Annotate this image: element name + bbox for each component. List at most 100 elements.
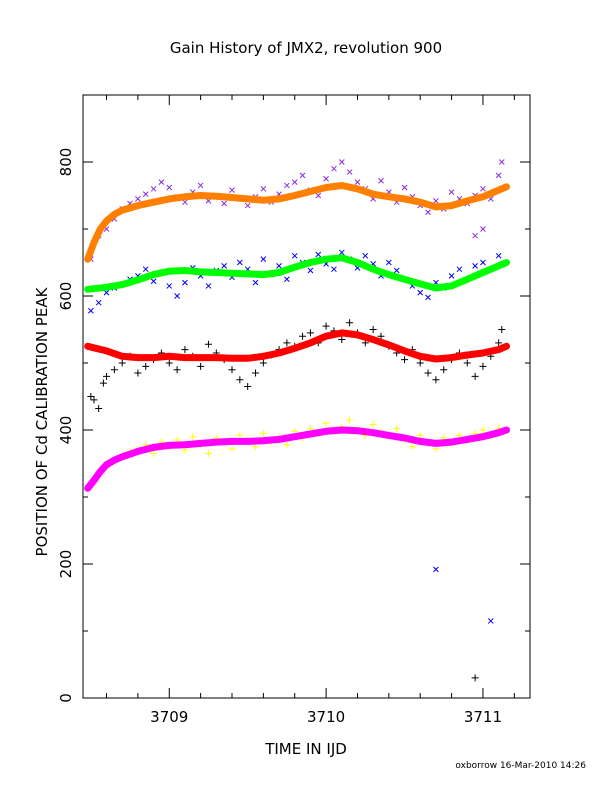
data-point (393, 267, 400, 274)
data-point (393, 425, 401, 433)
y-tick-label: 400 (57, 416, 75, 445)
data-point (236, 376, 244, 384)
data-point (440, 366, 448, 374)
data-point (416, 431, 424, 439)
data-point (252, 279, 259, 286)
data-point (472, 232, 478, 239)
data-point (236, 259, 243, 266)
data-point (95, 405, 103, 413)
data-point (236, 431, 244, 439)
data-point (95, 299, 102, 306)
data-point (425, 209, 431, 216)
data-point (283, 339, 291, 347)
y-tick-label: 0 (57, 693, 75, 703)
data-point (87, 393, 95, 400)
x-tick-label: 3711 (464, 708, 502, 726)
data-point (244, 382, 252, 390)
series-6 (84, 329, 510, 363)
y-tick-label: 200 (57, 550, 75, 579)
data-point (158, 179, 165, 185)
plot-area (84, 159, 510, 682)
data-point (197, 362, 205, 370)
data-point (142, 362, 150, 370)
data-point (204, 449, 212, 457)
data-point (323, 175, 329, 182)
data-point (291, 179, 298, 185)
data-point (142, 191, 149, 198)
data-point (369, 421, 377, 429)
data-point (260, 185, 267, 192)
data-point (495, 339, 503, 347)
data-point (299, 332, 307, 340)
data-point (87, 307, 94, 314)
x-axis-label: TIME IN IJD (264, 740, 347, 758)
data-point (315, 192, 322, 199)
data-point (260, 256, 267, 263)
data-point (259, 359, 267, 367)
data-point (354, 179, 361, 185)
data-point (322, 419, 330, 427)
data-point (408, 443, 416, 451)
data-point (150, 449, 158, 457)
data-point (378, 177, 384, 184)
data-point (480, 259, 486, 266)
data-point (205, 283, 212, 289)
data-point (291, 252, 298, 259)
data-point (306, 329, 314, 337)
data-point (228, 445, 236, 453)
chart-title: Gain History of JMX2, revolution 900 (170, 39, 442, 57)
data-point (416, 359, 424, 367)
data-point (480, 185, 486, 192)
data-point (150, 185, 157, 192)
data-point (284, 276, 290, 283)
data-point (369, 326, 377, 333)
fit-line (84, 254, 510, 293)
axes: 0 200 400 600 800 3709 3710 3711 (57, 94, 531, 726)
data-point (283, 441, 291, 449)
data-point (417, 289, 424, 296)
data-point (166, 283, 173, 289)
data-point (433, 198, 439, 204)
data-point (276, 262, 282, 269)
y-tick-label: 600 (57, 282, 75, 311)
data-point (463, 359, 471, 367)
data-point (331, 266, 337, 273)
data-point (338, 249, 345, 256)
data-point (487, 618, 494, 624)
fit-line (84, 426, 510, 492)
y-tick-label: 800 (57, 148, 75, 177)
data-point (471, 372, 479, 380)
data-point (228, 366, 236, 374)
data-point (495, 252, 502, 259)
fit-line (84, 329, 510, 363)
data-point (221, 200, 228, 207)
data-point (456, 266, 463, 273)
data-point (299, 172, 306, 179)
fit-line (84, 182, 510, 263)
data-point (401, 356, 409, 364)
data-point (181, 346, 189, 354)
data-point (424, 369, 432, 377)
data-point (346, 319, 354, 327)
series-5 (84, 254, 510, 293)
data-point (401, 184, 408, 191)
series-2 (87, 319, 506, 682)
series-3 (87, 416, 503, 489)
data-point (346, 169, 353, 175)
data-point (197, 182, 204, 189)
data-point (99, 379, 107, 387)
series-4 (84, 182, 510, 263)
data-point (135, 195, 141, 202)
series-0 (87, 159, 505, 263)
data-point (90, 396, 98, 404)
data-point (307, 267, 314, 274)
data-point (182, 279, 188, 286)
x-tick-label: 3709 (150, 708, 188, 726)
data-point (110, 366, 118, 374)
data-point (204, 340, 212, 348)
data-point (244, 202, 251, 209)
data-point (284, 182, 290, 189)
data-point (252, 369, 260, 377)
data-point (165, 359, 173, 367)
